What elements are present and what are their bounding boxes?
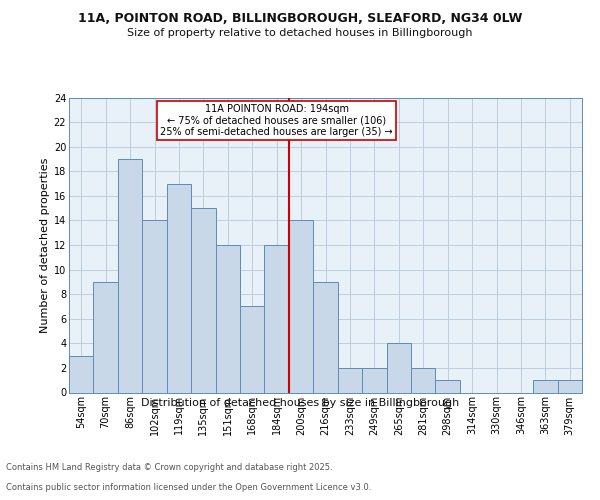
Bar [386,344,411,392]
Bar [313,282,338,393]
Bar [118,159,142,392]
Bar [411,368,436,392]
Bar [557,380,582,392]
Bar [142,220,167,392]
Bar [94,282,118,393]
Bar [69,356,94,393]
Bar [338,368,362,392]
Text: 11A POINTON ROAD: 194sqm
← 75% of detached houses are smaller (106)
25% of semi-: 11A POINTON ROAD: 194sqm ← 75% of detach… [160,104,393,137]
Text: Size of property relative to detached houses in Billingborough: Size of property relative to detached ho… [127,28,473,38]
Bar [289,220,313,392]
Bar [362,368,386,392]
Text: Distribution of detached houses by size in Billingborough: Distribution of detached houses by size … [141,398,459,407]
Bar [191,208,215,392]
Text: Contains HM Land Registry data © Crown copyright and database right 2025.: Contains HM Land Registry data © Crown c… [6,464,332,472]
Text: 11A, POINTON ROAD, BILLINGBOROUGH, SLEAFORD, NG34 0LW: 11A, POINTON ROAD, BILLINGBOROUGH, SLEAF… [78,12,522,26]
Bar [265,245,289,392]
Text: Contains public sector information licensed under the Open Government Licence v3: Contains public sector information licen… [6,484,371,492]
Bar [167,184,191,392]
Y-axis label: Number of detached properties: Number of detached properties [40,158,50,332]
Bar [215,245,240,392]
Bar [533,380,557,392]
Bar [240,306,265,392]
Bar [436,380,460,392]
